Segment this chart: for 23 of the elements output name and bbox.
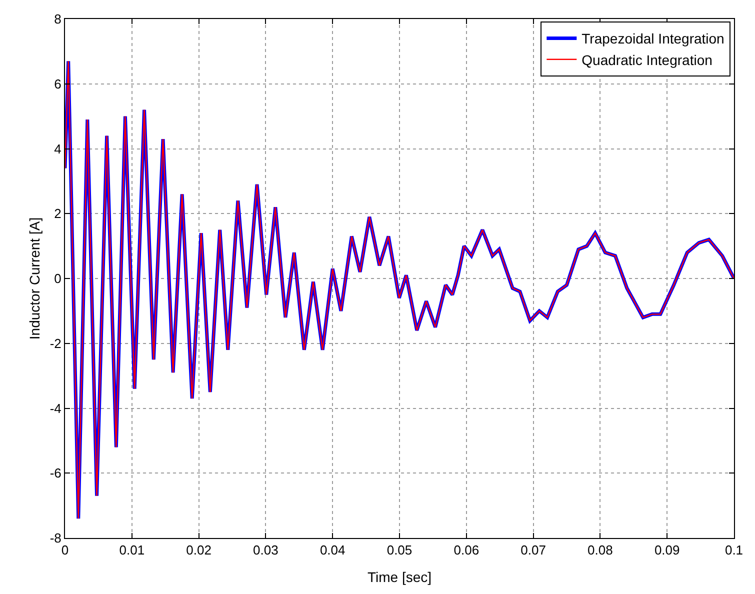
y-tick-label: -6 — [50, 466, 62, 481]
y-tick-label: -2 — [50, 336, 62, 351]
y-tick-label: 8 — [54, 12, 62, 27]
y-tick-label: 6 — [54, 76, 62, 92]
x-tick-label: 0.06 — [454, 542, 480, 558]
x-tick-label: 0.1 — [724, 542, 744, 558]
x-tick-label: 0.07 — [520, 542, 546, 558]
x-tick-label: 0.02 — [186, 542, 212, 558]
y-tick-label: 4 — [54, 141, 62, 156]
x-tick-label: 0.05 — [386, 542, 412, 558]
x-tick-label: 0.01 — [119, 542, 145, 558]
y-tick-label: -8 — [50, 530, 62, 546]
x-tick-label: 0.04 — [320, 542, 346, 558]
legend-label: Quadratic Integration — [582, 52, 712, 68]
y-tick-label: 0 — [54, 271, 62, 286]
x-axis-title: Time [sec] — [367, 568, 432, 585]
y-tick-label: -4 — [50, 400, 62, 416]
x-tick-label: 0.03 — [253, 542, 278, 558]
legend-label: Trapezoidal Integration — [582, 30, 724, 47]
y-axis-title: Inductor Current [A] — [26, 217, 42, 340]
x-tick-label: 0.08 — [588, 542, 613, 558]
y-tick-label: 2 — [54, 206, 62, 222]
x-tick-label: 0.09 — [654, 542, 680, 558]
